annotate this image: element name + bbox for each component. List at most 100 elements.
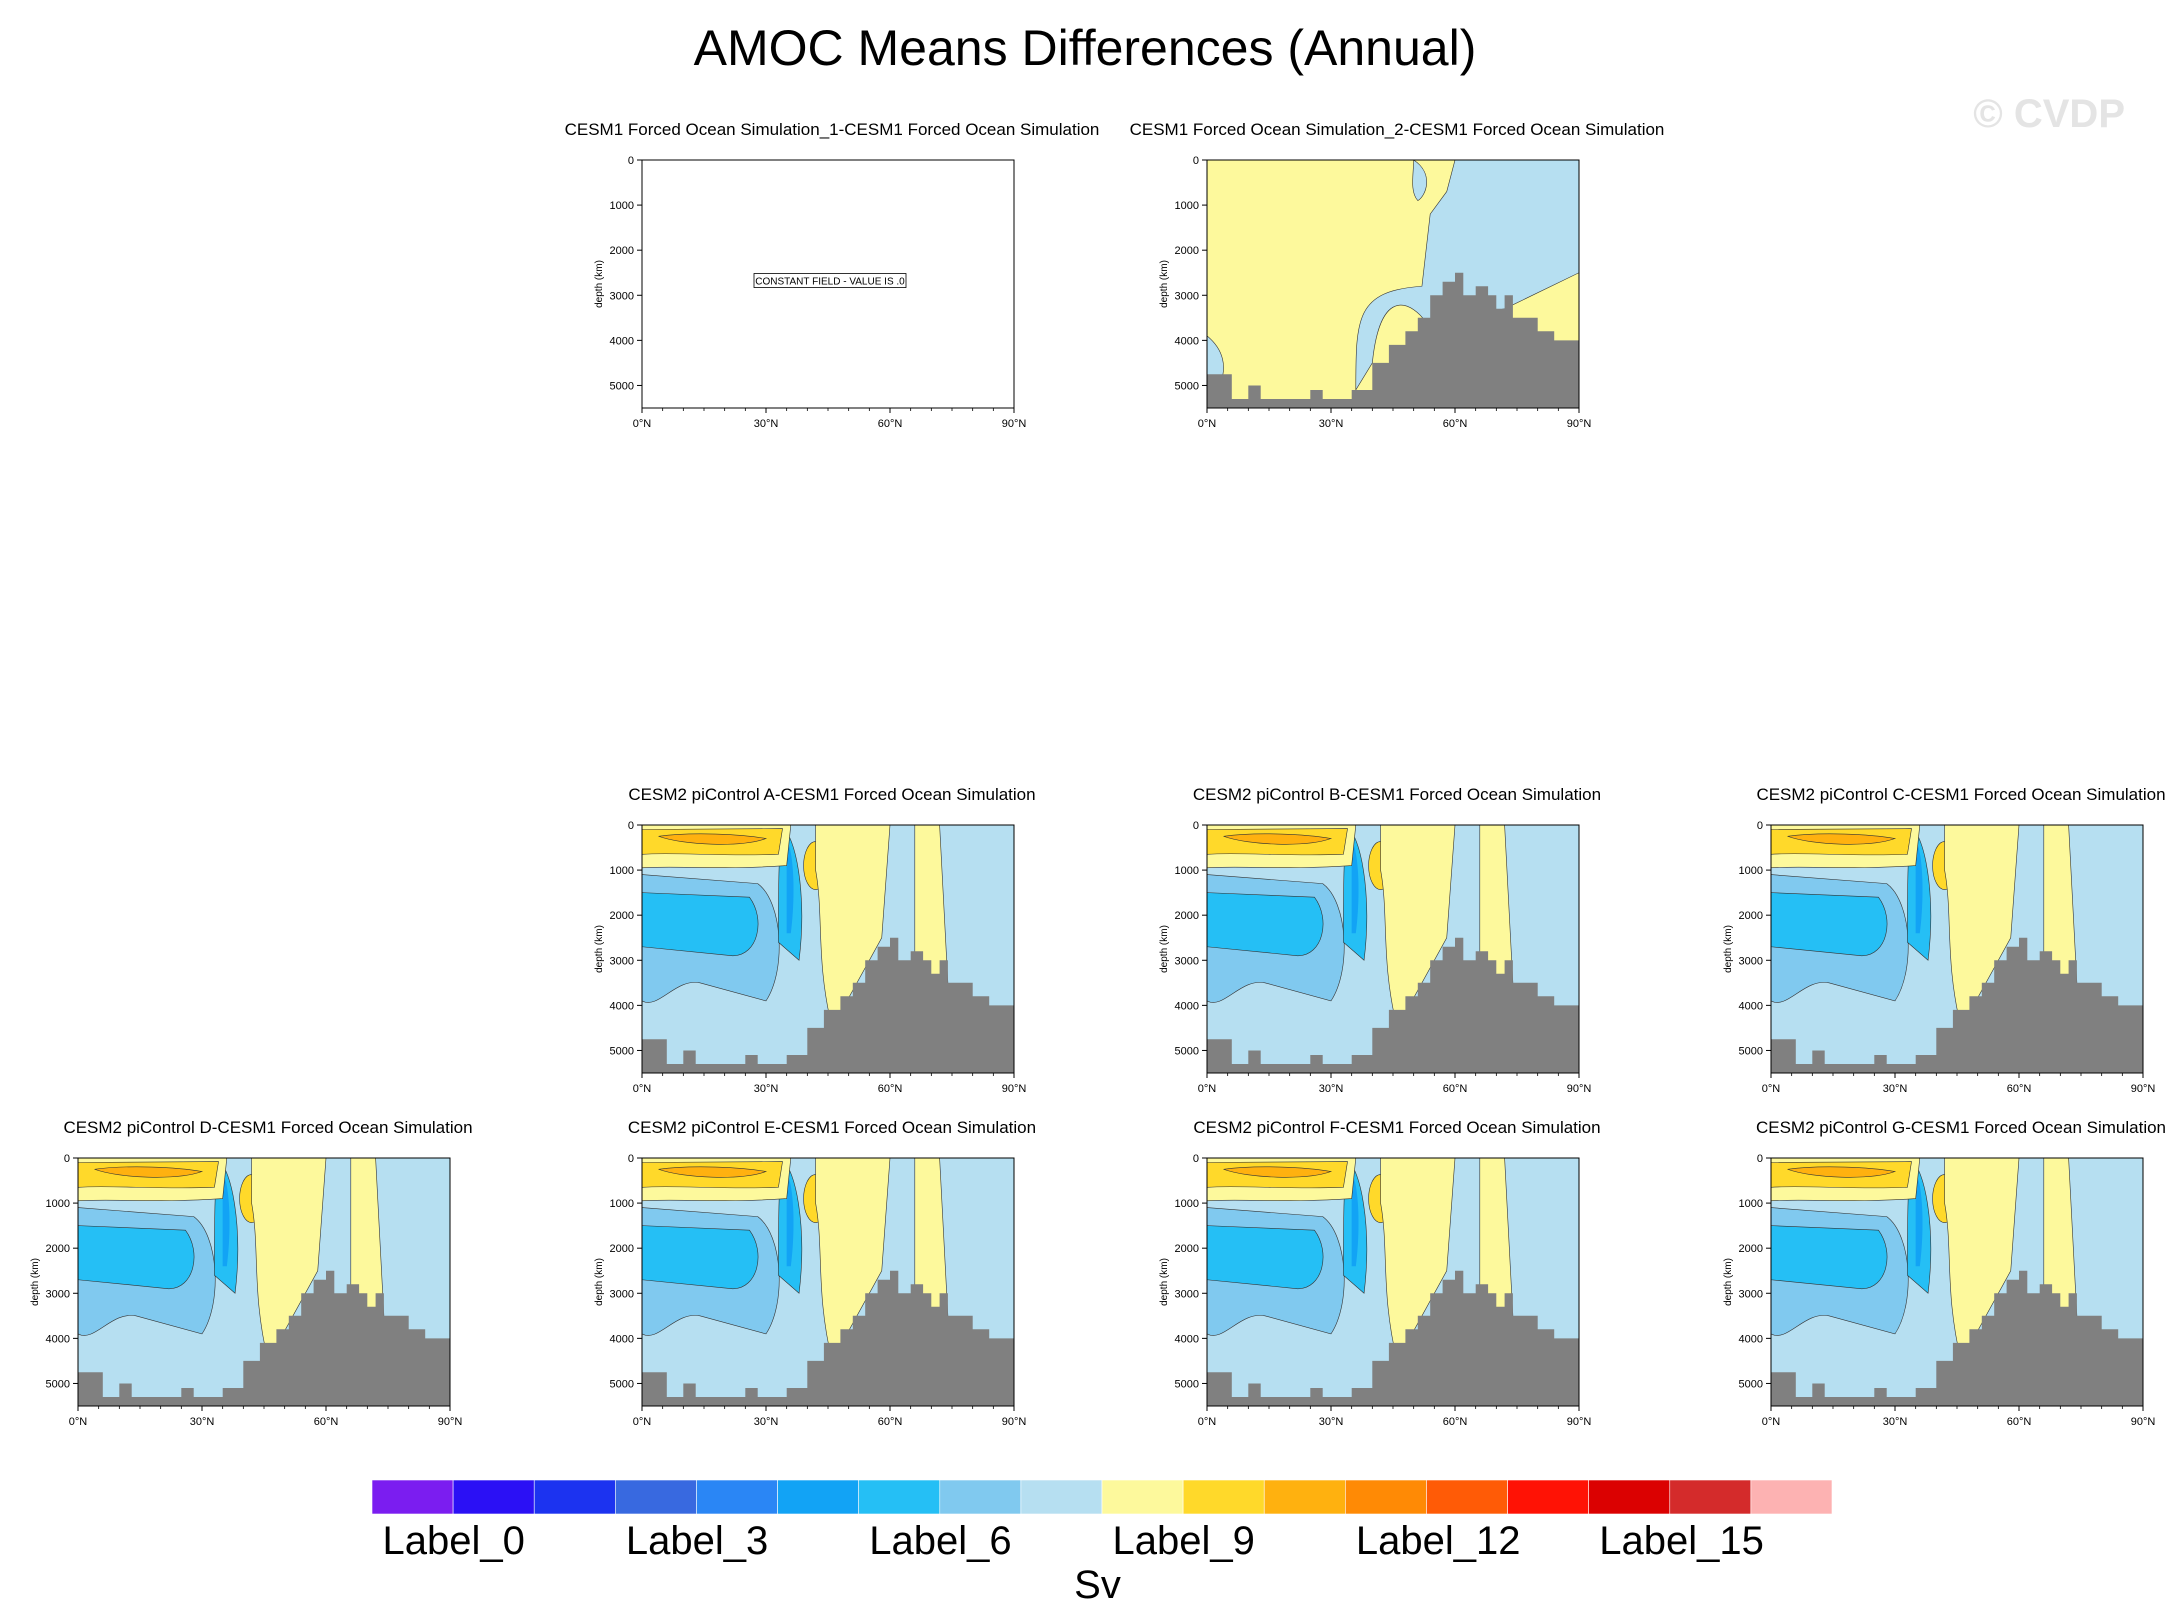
y-tick-label: 0 <box>64 1153 70 1165</box>
contour-field <box>642 825 1014 1073</box>
y-tick-label: 1000 <box>1739 865 1763 877</box>
y-tick-label: 4000 <box>610 335 634 347</box>
x-tick-label: 90°N <box>1567 1083 1592 1095</box>
x-tick-label: 90°N <box>1002 1083 1027 1095</box>
x-tick-label: 30°N <box>1319 1083 1344 1095</box>
field-deep-core <box>1771 1225 1888 1290</box>
annotation-box <box>753 273 907 288</box>
colorbar <box>372 1480 1832 1514</box>
y-tick-label: 3000 <box>1175 955 1199 967</box>
x-tick-label: 30°N <box>754 1416 779 1428</box>
y-tick-label: 5000 <box>610 380 634 392</box>
x-tick-label: 60°N <box>1443 418 1468 430</box>
bathymetry <box>1207 1270 1579 1406</box>
y-tick-label: 3000 <box>610 955 634 967</box>
bathymetry <box>1207 937 1579 1073</box>
y-tick-label: 1000 <box>1175 865 1199 877</box>
y-tick-label: 2000 <box>46 1243 70 1255</box>
field-upper-max <box>1787 1166 1897 1178</box>
x-tick-label: 90°N <box>2131 1416 2156 1428</box>
y-tick-label: 5000 <box>610 1045 634 1057</box>
field-plume-core <box>1915 838 1923 934</box>
y-axis-label: depth (km) <box>594 1258 605 1306</box>
y-tick-label: 2000 <box>610 910 634 922</box>
colorbar-box <box>615 1480 697 1514</box>
contour-field <box>1771 825 2143 1073</box>
panel-p0: CESM1 Forced Ocean Simulation_1-CESM1 Fo… <box>552 120 1112 440</box>
field-upper-max <box>1223 1166 1333 1178</box>
y-tick-label: 3000 <box>1739 1288 1763 1300</box>
field-upper-max <box>658 833 768 845</box>
field-upper-max <box>1223 833 1333 845</box>
panel-plot: 0°N 30°N 60°N 90°N 0 1000 2000 3000 4000 5000 dept… <box>1159 820 1592 1095</box>
field-plume-core <box>786 838 794 934</box>
field-deep-core <box>1207 892 1324 957</box>
x-tick-label: 90°N <box>1002 418 1027 430</box>
panel-title: CESM2 piControl E-CESM1 Forced Ocean Sim… <box>627 1118 1037 1137</box>
panel-title: CESM2 piControl D-CESM1 Forced Ocean Sim… <box>63 1118 473 1137</box>
field-plume-core <box>1915 1171 1923 1267</box>
y-axis-label: depth (km) <box>1159 1258 1170 1306</box>
panel-pF: CESM2 piControl F-CESM1 Forced Ocean Sim… <box>1117 1118 1677 1438</box>
panel-plot: 0°N 30°N 60°N 90°N 0 1000 2000 3000 4000 5000 dept… <box>594 820 1027 1095</box>
y-tick-label: 4000 <box>610 1333 634 1345</box>
y-tick-label: 2000 <box>1175 245 1199 257</box>
y-tick-label: 1000 <box>46 1198 70 1210</box>
panel-plot: 0°N 30°N 60°N 90°N 0 1000 2000 3000 4000 5000 dept… <box>1159 1153 1592 1428</box>
bathymetry <box>78 1270 450 1406</box>
field-negative <box>1355 160 1579 392</box>
field-deep-core <box>1207 1225 1324 1290</box>
y-tick-label: 5000 <box>1739 1045 1763 1057</box>
y-tick-label: 0 <box>1757 1153 1763 1165</box>
y-tick-label: 3000 <box>1175 1288 1199 1300</box>
field-plume-core <box>786 1171 794 1267</box>
colorbar-label: Label_9 <box>1112 1519 1255 1563</box>
x-tick-label: 90°N <box>1567 418 1592 430</box>
y-tick-label: 4000 <box>1739 1333 1763 1345</box>
field-deep-core <box>642 1225 759 1290</box>
y-axis-label: depth (km) <box>1723 1258 1734 1306</box>
panel-pE: CESM2 piControl E-CESM1 Forced Ocean Sim… <box>552 1118 1112 1438</box>
y-tick-label: 4000 <box>1175 1333 1199 1345</box>
x-tick-label: 0°N <box>69 1416 88 1428</box>
y-axis-label: depth (km) <box>1723 925 1734 973</box>
x-tick-label: 0°N <box>1198 1083 1217 1095</box>
x-tick-label: 0°N <box>1198 418 1217 430</box>
panel-plot: 0°N 30°N 60°N 90°N 0 1000 2000 3000 4000 5000 dept… <box>594 155 1027 430</box>
x-tick-label: 30°N <box>1319 1416 1344 1428</box>
panel-title: CESM1 Forced Ocean Simulation_1-CESM1 Fo… <box>564 120 1100 139</box>
y-tick-label: 5000 <box>1175 1045 1199 1057</box>
colorbar-box <box>777 1480 859 1514</box>
y-axis-label: depth (km) <box>1159 260 1170 308</box>
colorbar-label: Label_15 <box>1599 1519 1764 1563</box>
contour-field <box>1207 1158 1579 1406</box>
panel-title: CESM2 piControl G-CESM1 Forced Ocean Sim… <box>1755 1118 2167 1137</box>
x-tick-label: 0°N <box>633 1083 652 1095</box>
panel-plot: 0°N 30°N 60°N 90°N 0 1000 2000 3000 4000 5000 dept… <box>1723 820 2155 1095</box>
y-tick-label: 0 <box>628 820 634 832</box>
x-tick-label: 30°N <box>754 418 779 430</box>
field-upper-max <box>658 1166 768 1178</box>
y-tick-label: 0 <box>1193 820 1199 832</box>
x-tick-label: 30°N <box>1883 1083 1908 1095</box>
x-tick-label: 60°N <box>878 1083 903 1095</box>
panel-pG: CESM2 piControl G-CESM1 Forced Ocean Sim… <box>1681 1118 2170 1438</box>
contour-field <box>1771 1158 2143 1406</box>
y-tick-label: 1000 <box>1739 1198 1763 1210</box>
y-tick-label: 1000 <box>610 1198 634 1210</box>
panel-pB: CESM2 piControl B-CESM1 Forced Ocean Sim… <box>1117 785 1677 1105</box>
x-tick-label: 0°N <box>1762 1416 1781 1428</box>
field-upper-max <box>1787 833 1897 845</box>
y-tick-label: 1000 <box>1175 1198 1199 1210</box>
colorbar-units: Sv <box>1074 1563 1121 1607</box>
y-tick-label: 0 <box>1757 820 1763 832</box>
bathymetry <box>1771 1270 2143 1406</box>
x-tick-label: 90°N <box>1567 1416 1592 1428</box>
colorbar-box <box>1507 1480 1589 1514</box>
y-tick-label: 2000 <box>610 1243 634 1255</box>
y-tick-label: 4000 <box>1739 1000 1763 1012</box>
colorbar-label: Label_3 <box>625 1519 769 1563</box>
y-tick-label: 5000 <box>1175 380 1199 392</box>
bathymetry <box>642 1270 1014 1406</box>
x-tick-label: 30°N <box>190 1416 215 1428</box>
